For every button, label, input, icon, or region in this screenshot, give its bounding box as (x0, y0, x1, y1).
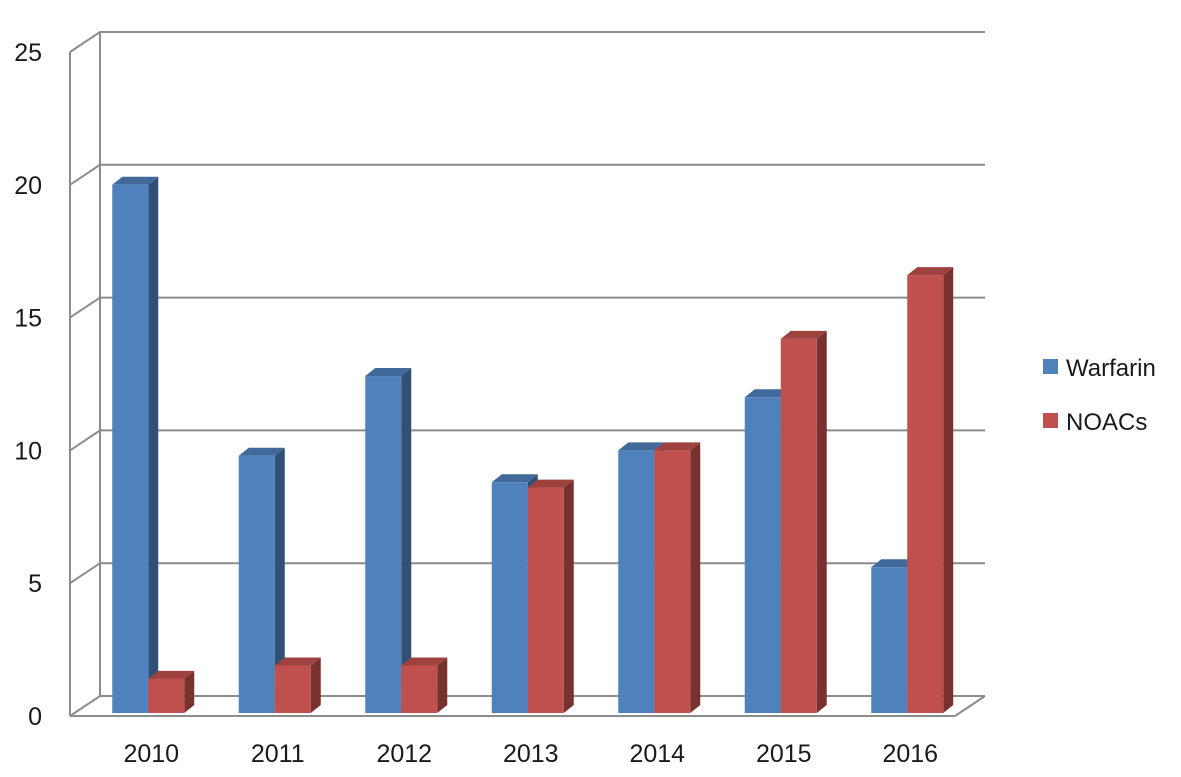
x-tick-label: 2011 (251, 740, 305, 768)
y-axis-tick-labels: 0 5 10 15 20 25 (14, 39, 42, 731)
legend-label: Warfarin (1066, 355, 1156, 382)
gridline-10 (69, 429, 985, 452)
bar-warfarin-2010 (112, 176, 159, 714)
bar-noacs-2015 (780, 330, 827, 713)
x-tick-label: 2010 (123, 740, 179, 768)
legend: Warfarin NOACs (1043, 355, 1156, 436)
gridline-20 (69, 163, 985, 186)
legend-swatch (1043, 359, 1058, 374)
x-axis-tick-labels: 2010 2011 2012 2013 2014 2015 2016 (123, 740, 938, 768)
legend-item-warfarin: Warfarin (1043, 355, 1156, 382)
chart-walls (69, 32, 986, 717)
bar-noacs-2012 (401, 657, 448, 713)
floor-right-edge (954, 695, 986, 717)
bar-warfarin-2012 (365, 368, 412, 713)
y-tick-label: 5 (28, 570, 42, 598)
bar-noacs-2016 (907, 267, 954, 713)
bar-warfarin-2011 (238, 447, 285, 713)
bar-noacs-2011 (274, 657, 321, 713)
legend-label: NOACs (1066, 409, 1147, 436)
y-tick-label: 15 (14, 305, 42, 333)
y-tick-label: 25 (14, 39, 42, 67)
y-tick-label: 10 (14, 437, 42, 465)
x-tick-label: 2015 (756, 740, 812, 768)
bars (112, 176, 954, 714)
legend-item-noacs: NOACs (1043, 409, 1147, 436)
bar-noacs-2010 (148, 670, 195, 713)
y-tick-label: 0 (28, 703, 42, 731)
x-tick-label: 2016 (882, 740, 938, 768)
gridlines (69, 31, 985, 717)
x-tick-label: 2013 (503, 740, 559, 768)
bar-noacs-2013 (527, 479, 574, 713)
gridline-25 (69, 31, 985, 53)
gridline-15 (69, 296, 985, 319)
y-tick-label: 20 (14, 172, 42, 200)
x-tick-label: 2014 (629, 740, 685, 768)
bar-noacs-2014 (654, 442, 701, 713)
x-tick-label: 2012 (376, 740, 432, 768)
legend-swatch (1043, 413, 1058, 428)
